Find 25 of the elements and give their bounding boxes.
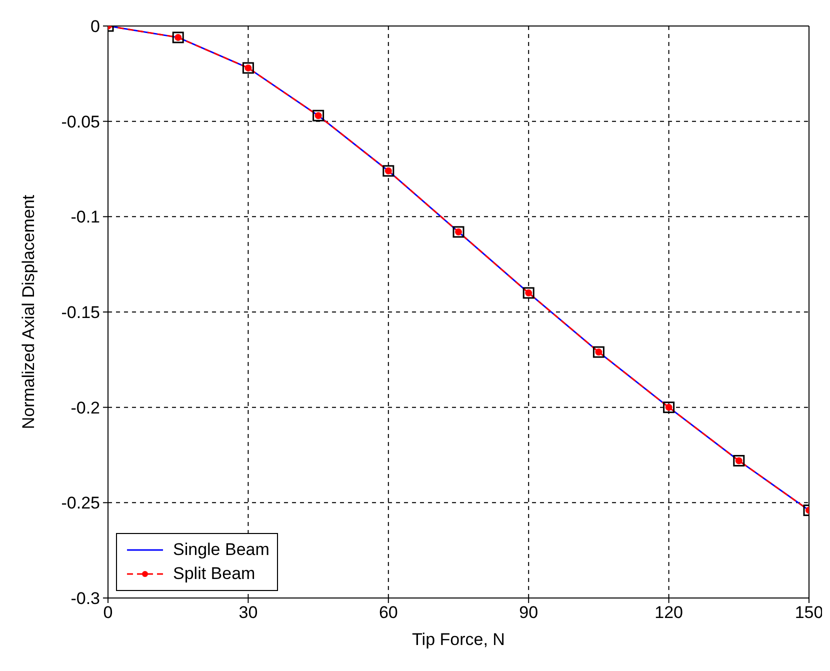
point xyxy=(522,287,534,299)
y-tick-label: -0.3 xyxy=(70,589,100,608)
x-tick-label: 60 xyxy=(378,603,398,622)
x-tick-label: 0 xyxy=(103,603,113,622)
point xyxy=(172,32,184,44)
point xyxy=(382,165,394,177)
y-tick-label: -0.1 xyxy=(70,208,100,227)
point xyxy=(312,110,324,122)
point xyxy=(733,454,745,466)
point xyxy=(452,226,464,238)
x-tick-label: 30 xyxy=(238,603,258,622)
x-tick-label: 90 xyxy=(519,603,538,622)
y-tick-label: -0.15 xyxy=(61,303,100,322)
legend-label: Single Beam xyxy=(173,540,270,560)
y-axis-title: Normalized Axial Displacement xyxy=(19,194,38,430)
point xyxy=(242,62,254,74)
y-tick-label: -0.05 xyxy=(61,112,100,132)
y-tick-label: -0.25 xyxy=(61,494,100,513)
point xyxy=(592,346,604,358)
y-tick-label: 0 xyxy=(90,17,100,36)
x-tick-label: 120 xyxy=(654,603,683,622)
y-tick-label: -0.2 xyxy=(70,398,100,418)
x-axis-title: Tip Force, N xyxy=(412,630,505,649)
point xyxy=(663,402,675,414)
legend-label: Split Beam xyxy=(173,564,256,584)
